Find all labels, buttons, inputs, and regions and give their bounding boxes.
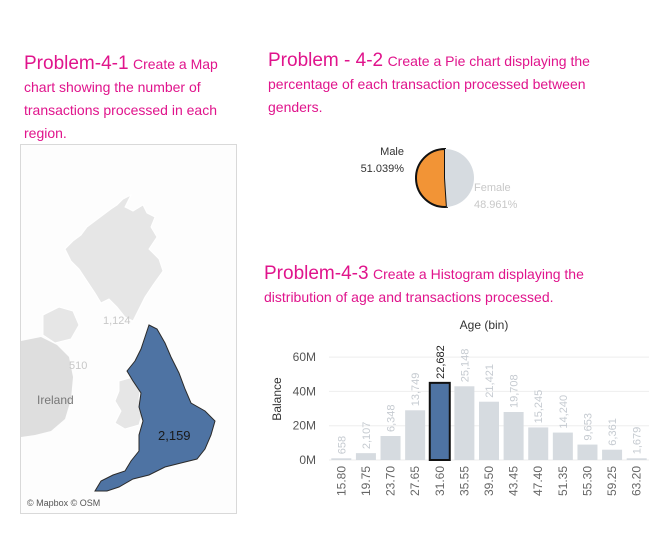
histogram-chart: Age (bin) Balance 0M 20M 40M 60M 658 2,107 6,… [270, 318, 649, 496]
map-ireland-land [21, 337, 73, 437]
y-tick-label: 40M [293, 384, 316, 398]
map-scotland-region[interactable] [64, 193, 164, 322]
histogram-bars [331, 381, 647, 461]
histogram-y-ticks: 0M 20M 40M 60M [293, 350, 316, 467]
map-england-region[interactable] [94, 324, 216, 492]
bar-value-label: 19,708 [509, 374, 521, 408]
bar-value-label: 14,240 [558, 395, 570, 429]
map-ireland-label: Ireland [37, 393, 74, 407]
x-tick-label: 63.20 [630, 466, 644, 496]
bar-value-label: 6,361 [607, 418, 619, 446]
pie-slice-male[interactable] [415, 147, 448, 208]
histogram-bar[interactable] [626, 458, 647, 460]
pie-label-female-value: 48.961% [474, 199, 518, 211]
problem-4-1-number: Problem-4-1 [24, 53, 129, 74]
pie-label-male-name: Male [380, 146, 404, 158]
map-northern-ireland-region[interactable] [42, 306, 80, 344]
histogram-y-axis-title: Balance [270, 377, 284, 421]
problem-4-2-number: Problem - 4-2 [268, 50, 384, 71]
x-tick-label: 15.80 [334, 466, 348, 496]
problem-4-1-title: Problem-4-1 Create a Map chart showing t… [24, 52, 244, 145]
x-tick-label: 39.50 [482, 466, 496, 496]
histogram-bar[interactable] [380, 436, 401, 460]
histogram-bar[interactable] [602, 449, 623, 460]
problem-4-1-text: Create a Map chart showing the number of… [24, 56, 218, 141]
histogram-x-ticks: 15.80 19.75 23.70 27.65 31.60 35.55 39.50 43.45… [334, 466, 643, 496]
histogram-value-labels: 658 2,107 6,348 13,749 22,682 25,148 21,421 19,… [336, 345, 643, 454]
histogram-bar[interactable] [355, 453, 376, 460]
y-tick-label: 20M [293, 419, 316, 433]
map-wales-value: 510 [69, 360, 88, 372]
histogram-bar[interactable] [503, 412, 524, 460]
histogram-bar[interactable] [405, 410, 426, 460]
pie-slice-female[interactable] [445, 149, 475, 207]
y-tick-label: 0M [299, 453, 316, 467]
histogram-bar[interactable] [479, 401, 499, 460]
x-tick-label: 47.40 [531, 466, 545, 496]
histogram-bar[interactable] [331, 458, 352, 460]
x-tick-label: 27.65 [408, 466, 422, 496]
pie-label-male-value: 51.039% [360, 163, 404, 175]
x-tick-label: 23.70 [384, 466, 398, 496]
problem-4-2-text: Create a Pie chart displaying the percen… [268, 53, 590, 115]
bar-value-label: 9,653 [582, 413, 594, 441]
problem-4-3-text: Create a Histogram displaying the distri… [264, 266, 584, 305]
bar-value-label: 21,421 [484, 364, 496, 398]
histogram-bar[interactable] [428, 381, 451, 461]
x-tick-label: 51.35 [556, 466, 570, 496]
bar-value-label: 22,682 [435, 345, 447, 379]
map-attribution[interactable]: © Mapbox © OSM [27, 498, 101, 508]
bar-value-label: 2,107 [361, 422, 373, 450]
map-scotland-value: 1,124 [103, 315, 131, 327]
bar-value-label: 658 [336, 436, 348, 454]
bar-value-label: 13,749 [410, 373, 422, 407]
bar-value-label: 1,679 [632, 427, 644, 455]
histogram-bar[interactable] [454, 386, 475, 460]
histogram-bar[interactable] [552, 432, 573, 460]
map-svg [21, 193, 216, 492]
problem-4-2-title: Problem - 4-2 Create a Pie chart display… [268, 49, 628, 119]
bar-value-label: 6,348 [386, 404, 398, 432]
histogram-x-axis-title: Age (bin) [460, 318, 509, 332]
problem-4-3-title: Problem-4-3 Create a Histogram displayin… [264, 262, 634, 309]
x-tick-label: 31.60 [433, 466, 447, 496]
problem-4-3-number: Problem-4-3 [264, 263, 369, 284]
bar-value-label: 25,148 [459, 349, 471, 383]
x-tick-label: 59.25 [605, 466, 619, 496]
pie-label-female-name: Female [474, 182, 511, 194]
histogram-bar[interactable] [577, 444, 598, 460]
map-england-value: 2,159 [158, 428, 191, 443]
uk-region-map[interactable]: 1,124 510 Ireland 2,159 © Mapbox © OSM [20, 144, 237, 514]
x-tick-label: 19.75 [359, 466, 373, 496]
x-tick-label: 35.55 [457, 466, 471, 496]
y-tick-label: 60M [293, 350, 316, 364]
x-tick-label: 43.45 [507, 466, 521, 496]
x-tick-label: 55.30 [580, 466, 594, 496]
histogram-bar[interactable] [528, 427, 549, 460]
bar-value-label: 15,245 [533, 390, 545, 424]
